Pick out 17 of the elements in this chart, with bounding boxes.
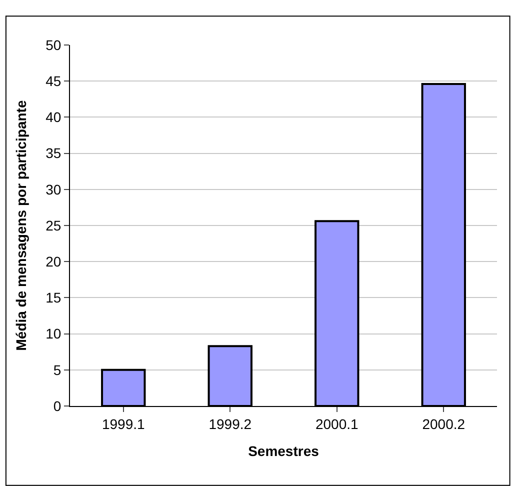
y-tick-label: 0 xyxy=(53,398,62,414)
y-tick-label: 45 xyxy=(46,73,62,89)
x-tick-label: 1999.1 xyxy=(102,416,145,432)
y-tick-label: 25 xyxy=(46,217,62,234)
y-tick-label: 40 xyxy=(46,109,62,126)
y-axis-title: Média de mensagens por participante xyxy=(13,100,30,351)
y-tick-label: 15 xyxy=(46,290,62,306)
y-tick-label: 50 xyxy=(46,36,62,53)
y-tick-label: 20 xyxy=(46,254,62,270)
x-tick-label: 2000.1 xyxy=(315,416,358,432)
x-tick-label: 2000.2 xyxy=(422,416,466,432)
y-tick-label: 35 xyxy=(46,145,62,162)
y-tick-label: 10 xyxy=(46,326,62,342)
y-tick-label: 5 xyxy=(53,362,62,378)
x-axis-title: Semestres xyxy=(248,443,320,460)
y-tick-label: 30 xyxy=(46,181,62,198)
x-tick-label: 1999.2 xyxy=(208,416,252,432)
